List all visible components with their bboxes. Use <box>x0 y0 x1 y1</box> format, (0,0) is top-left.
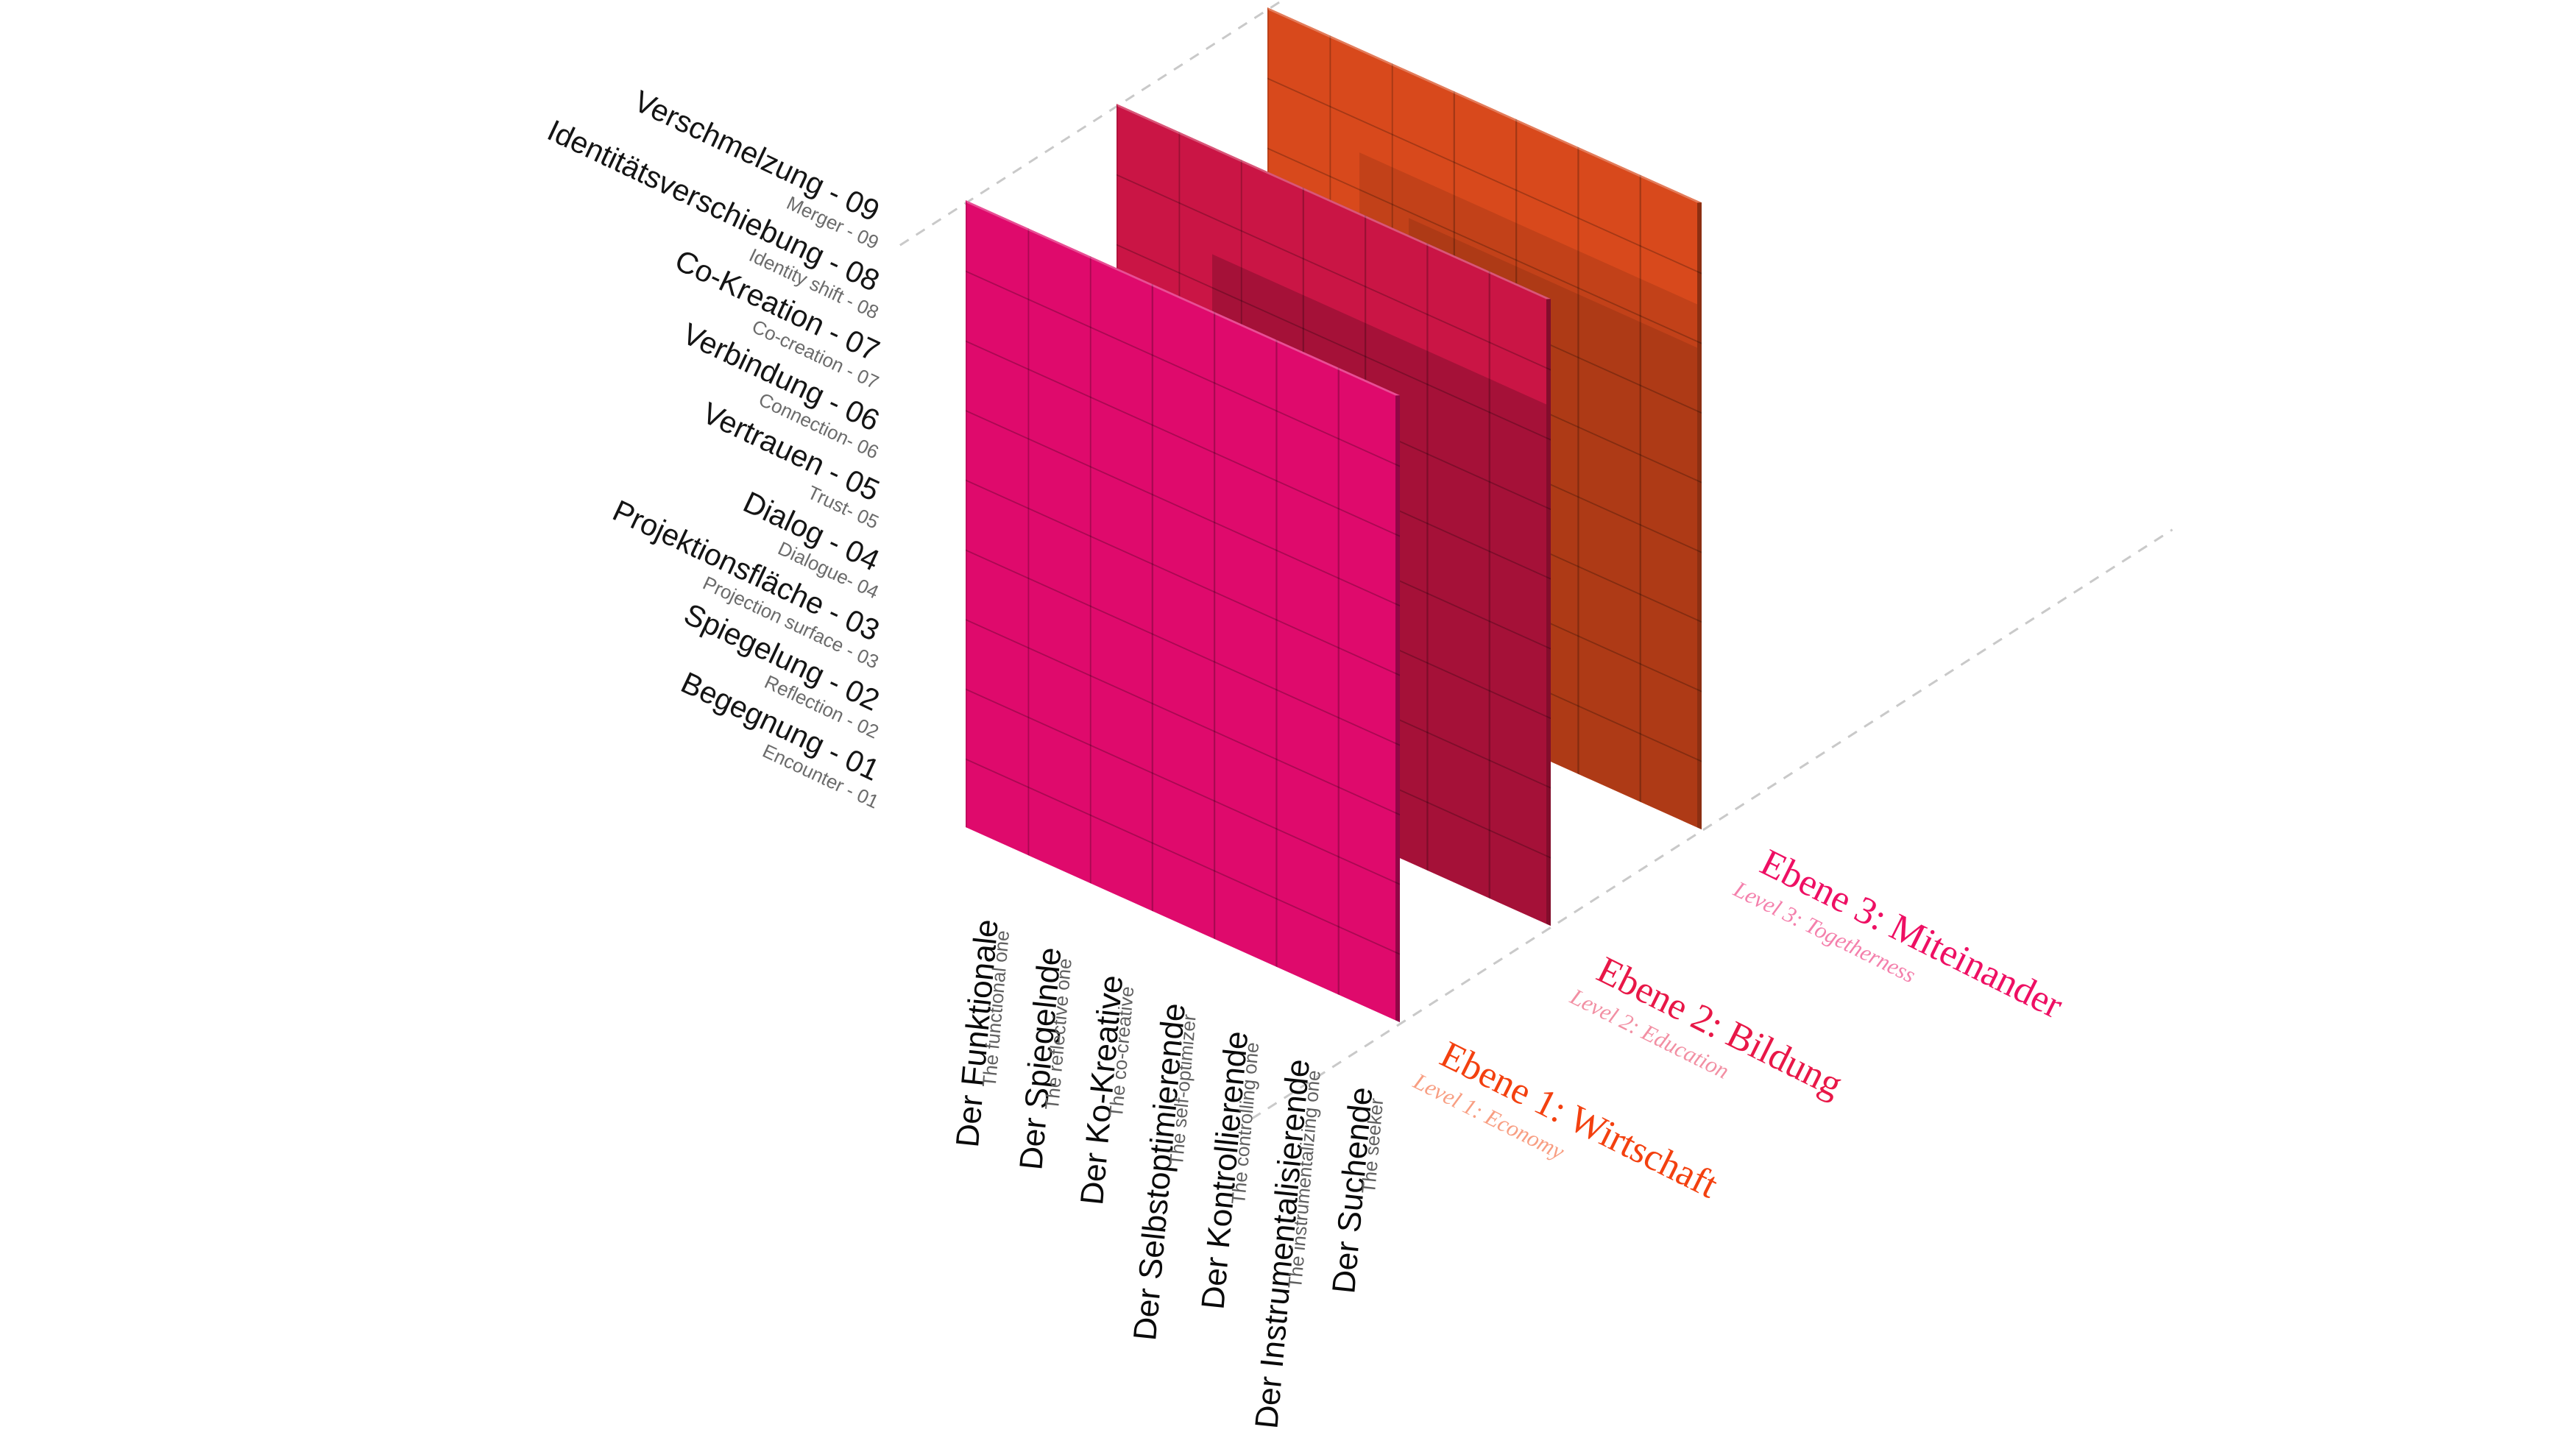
row-label: Begegnung - 01 Encounter - 01 <box>362 665 885 813</box>
